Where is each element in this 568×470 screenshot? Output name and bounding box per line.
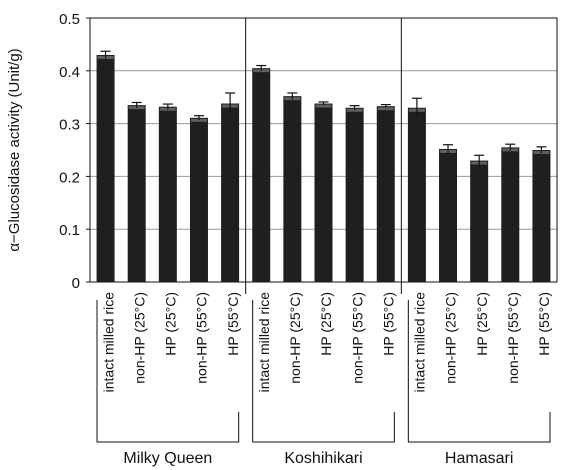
bar-highlight	[346, 108, 363, 112]
group-label: Hamasari	[445, 450, 513, 467]
y-tick-label: 0.4	[59, 64, 80, 81]
x-category-label: intact milled rice	[412, 292, 428, 393]
x-category-label: HP (25°C)	[474, 292, 490, 356]
bar	[252, 68, 271, 282]
bar	[376, 106, 395, 283]
y-tick-label: 0.1	[59, 222, 80, 239]
bar	[532, 150, 551, 282]
bar	[221, 103, 240, 282]
bar	[283, 96, 302, 282]
x-category-label: non-HP (25°C)	[131, 292, 147, 384]
bar	[127, 105, 146, 283]
bar	[470, 160, 489, 282]
x-category-label: non-HP (55°C)	[505, 292, 521, 384]
group-label: Koshihikari	[284, 450, 362, 467]
group-bracket	[407, 300, 551, 443]
group-bracket	[96, 300, 240, 443]
x-category-label: HP (25°C)	[163, 292, 179, 356]
bar-highlight	[315, 104, 332, 108]
x-category-label: non-HP (55°C)	[349, 292, 365, 384]
x-category-label: non-HP (25°C)	[443, 292, 459, 384]
y-axis-label: α−Glucosidase activity (Unit/g)	[6, 48, 23, 251]
group-label: Milky Queen	[123, 450, 212, 467]
x-category-label: intact milled rice	[256, 292, 272, 393]
bar	[501, 147, 520, 282]
bar	[158, 106, 177, 282]
y-tick-label: 0.3	[59, 117, 80, 134]
y-tick-label: 0	[72, 275, 80, 292]
bar	[407, 107, 426, 282]
y-tick-label: 0.2	[59, 169, 80, 186]
y-tick-label: 0.5	[59, 11, 80, 28]
group-bracket	[252, 300, 395, 443]
bar	[96, 54, 115, 283]
x-category-label: non-HP (25°C)	[287, 292, 303, 384]
x-category-label: intact milled rice	[100, 292, 116, 393]
bar-highlight	[377, 107, 394, 111]
x-category-label: HP (55°C)	[536, 292, 552, 356]
x-category-label: HP (25°C)	[318, 292, 334, 356]
x-category-label: HP (55°C)	[380, 292, 396, 356]
x-category-label: non-HP (55°C)	[194, 292, 210, 384]
bar	[314, 103, 333, 282]
x-category-label: HP (55°C)	[225, 292, 241, 356]
bar-highlight	[190, 118, 207, 122]
bar	[345, 107, 364, 282]
bar	[189, 117, 208, 283]
bar	[439, 148, 458, 282]
